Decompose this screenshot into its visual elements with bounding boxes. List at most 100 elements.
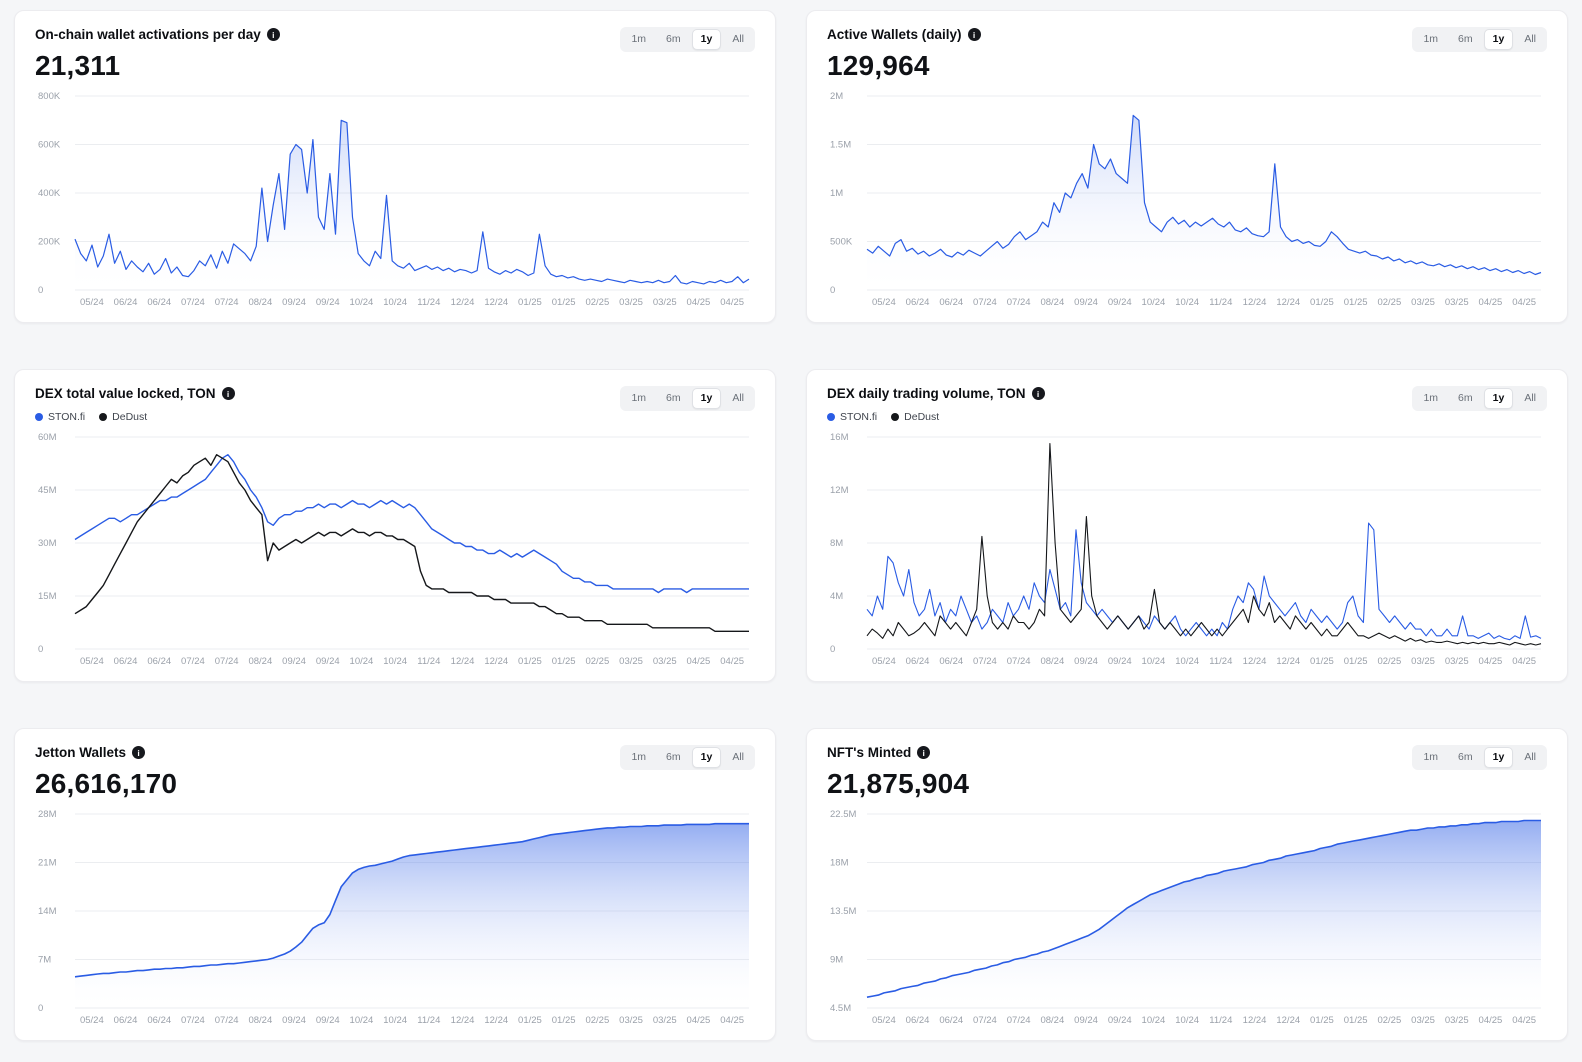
range-button-all[interactable]: All (1515, 747, 1545, 768)
svg-text:4M: 4M (830, 591, 843, 602)
range-button-6m[interactable]: 6m (1449, 388, 1482, 409)
range-button-all[interactable]: All (1515, 29, 1545, 50)
range-button-1m[interactable]: 1m (622, 29, 655, 50)
range-button-6m[interactable]: 6m (657, 747, 690, 768)
chart-plot[interactable]: 0 4M 8M 12M 16M 05/24 06/24 06/24 07/24 07/24 08/2… (827, 429, 1547, 669)
svg-text:11/24: 11/24 (417, 1015, 440, 1026)
svg-text:05/24: 05/24 (80, 297, 104, 308)
svg-text:05/24: 05/24 (80, 656, 104, 667)
range-button-1y[interactable]: 1y (691, 29, 722, 50)
info-icon[interactable]: i (1031, 387, 1045, 400)
info-icon[interactable]: i (221, 387, 235, 400)
legend-item[interactable]: DeDust (891, 411, 939, 423)
svg-text:01/25: 01/25 (518, 1015, 542, 1026)
chart-plot[interactable]: 0 500K 1M 1.5M 2M 05/24 06/24 06/24 07/24 07/24 08… (827, 88, 1547, 310)
range-button-6m[interactable]: 6m (657, 29, 690, 50)
svg-text:11/24: 11/24 (417, 297, 440, 308)
chart-plot[interactable]: 4.5M 9M 13.5M 18M 22.5M 05/24 06/24 06/24 07/24 0… (827, 806, 1547, 1028)
range-button-1m[interactable]: 1m (1414, 29, 1447, 50)
svg-text:01/25: 01/25 (552, 1015, 576, 1026)
svg-text:08/24: 08/24 (248, 297, 272, 308)
svg-text:05/24: 05/24 (872, 1015, 896, 1026)
card-title-group: NFT's Minted i 21,875,904 (827, 745, 969, 800)
chart-legend: STON.fi DeDust (827, 411, 1045, 423)
range-button-1y[interactable]: 1y (1483, 388, 1514, 409)
svg-text:06/24: 06/24 (939, 656, 963, 667)
info-icon[interactable]: i (132, 746, 146, 759)
legend-item[interactable]: DeDust (99, 411, 147, 423)
svg-text:02/25: 02/25 (585, 1015, 609, 1026)
card-header: NFT's Minted i 21,875,904 1m 6m 1y All (827, 745, 1547, 800)
chart-card-dex-volume: DEX daily trading volume, TON i STON.fi D… (806, 369, 1568, 682)
svg-text:30M: 30M (38, 538, 57, 549)
legend-item[interactable]: STON.fi (35, 411, 85, 423)
svg-text:07/24: 07/24 (1007, 1015, 1031, 1026)
svg-text:03/25: 03/25 (619, 297, 643, 308)
range-button-all[interactable]: All (723, 29, 753, 50)
chart-title: NFT's Minted (827, 745, 912, 760)
info-icon[interactable]: i (917, 746, 931, 759)
svg-text:10/24: 10/24 (350, 1015, 374, 1026)
svg-text:0: 0 (830, 644, 835, 655)
chart-plot[interactable]: 0 200K 400K 600K 800K 05/24 06/24 06/24 07/24 07/… (35, 88, 755, 310)
range-selector: 1m 6m 1y All (1412, 745, 1547, 770)
svg-text:06/24: 06/24 (906, 656, 930, 667)
chart-card-active-wallets: Active Wallets (daily) i 129,964 1m 6m 1y A… (806, 10, 1568, 323)
range-button-1y[interactable]: 1y (1483, 747, 1514, 768)
svg-text:03/25: 03/25 (619, 1015, 643, 1026)
range-button-all[interactable]: All (723, 388, 753, 409)
chart-plot[interactable]: 0 7M 14M 21M 28M 05/24 06/24 06/24 07/24 07/24 08/… (35, 806, 755, 1028)
svg-text:11/24: 11/24 (417, 656, 440, 667)
info-icon[interactable]: i (266, 28, 280, 41)
svg-text:07/24: 07/24 (215, 1015, 239, 1026)
svg-text:8M: 8M (830, 538, 843, 549)
svg-text:0: 0 (38, 644, 43, 655)
card-header: DEX daily trading volume, TON i STON.fi D… (827, 386, 1547, 423)
svg-text:05/24: 05/24 (872, 656, 896, 667)
svg-text:1M: 1M (830, 188, 843, 199)
svg-text:01/25: 01/25 (1310, 656, 1334, 667)
svg-text:21M: 21M (38, 858, 57, 869)
chart-plot[interactable]: 0 15M 30M 45M 60M 05/24 06/24 06/24 07/24 07/24 08… (35, 429, 755, 669)
range-button-1m[interactable]: 1m (1414, 388, 1447, 409)
legend-item[interactable]: STON.fi (827, 411, 877, 423)
range-button-1m[interactable]: 1m (622, 747, 655, 768)
range-button-1m[interactable]: 1m (1414, 747, 1447, 768)
svg-text:09/24: 09/24 (1074, 297, 1098, 308)
svg-text:09/24: 09/24 (1074, 1015, 1098, 1026)
svg-text:10/24: 10/24 (383, 656, 407, 667)
svg-text:16M: 16M (830, 432, 849, 443)
svg-text:18M: 18M (830, 858, 849, 869)
svg-text:06/24: 06/24 (147, 1015, 171, 1026)
svg-text:03/25: 03/25 (1411, 1015, 1435, 1026)
svg-text:9M: 9M (830, 955, 843, 966)
range-button-all[interactable]: All (1515, 388, 1545, 409)
svg-text:06/24: 06/24 (114, 297, 138, 308)
range-button-1m[interactable]: 1m (622, 388, 655, 409)
range-button-all[interactable]: All (723, 747, 753, 768)
range-button-1y[interactable]: 1y (691, 388, 722, 409)
svg-text:14M: 14M (38, 906, 57, 917)
card-title-group: DEX daily trading volume, TON i STON.fi D… (827, 386, 1045, 423)
range-selector: 1m 6m 1y All (620, 27, 755, 52)
svg-text:04/25: 04/25 (1512, 656, 1536, 667)
legend-label: DeDust (112, 411, 148, 423)
range-button-6m[interactable]: 6m (657, 388, 690, 409)
svg-text:01/25: 01/25 (1344, 297, 1368, 308)
info-icon[interactable]: i (967, 28, 981, 41)
svg-text:12/24: 12/24 (1243, 656, 1267, 667)
legend-label: DeDust (904, 411, 940, 423)
svg-text:03/25: 03/25 (1411, 656, 1435, 667)
svg-text:15M: 15M (38, 591, 57, 602)
range-button-6m[interactable]: 6m (1449, 29, 1482, 50)
svg-text:0: 0 (38, 285, 43, 296)
range-button-6m[interactable]: 6m (1449, 747, 1482, 768)
svg-text:07/24: 07/24 (1007, 656, 1031, 667)
range-button-1y[interactable]: 1y (1483, 29, 1514, 50)
svg-text:07/24: 07/24 (181, 297, 205, 308)
svg-text:06/24: 06/24 (147, 656, 171, 667)
range-button-1y[interactable]: 1y (691, 747, 722, 768)
svg-text:04/25: 04/25 (687, 297, 711, 308)
svg-text:400K: 400K (38, 188, 61, 199)
card-title-group: Active Wallets (daily) i 129,964 (827, 27, 981, 82)
